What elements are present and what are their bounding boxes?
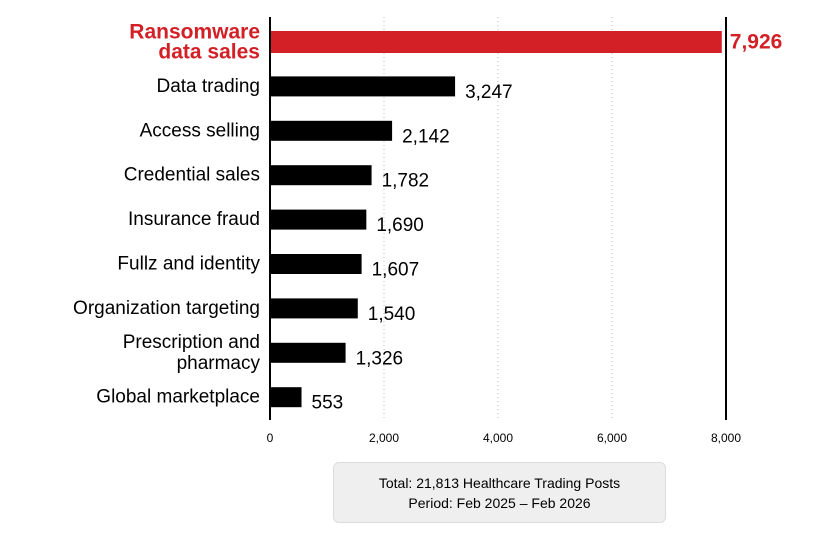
bar-0 — [270, 31, 722, 53]
value-label-6: 1,540 — [368, 304, 416, 325]
x-tick-label-0: 0 — [267, 431, 274, 445]
value-label-8: 553 — [312, 393, 344, 414]
x-tick-label-2000: 2,000 — [369, 431, 399, 445]
value-label-4: 1,690 — [376, 215, 424, 236]
bar-4 — [270, 209, 367, 230]
summary-period: Period: Feb 2025 – Feb 2026 — [408, 494, 591, 511]
x-tick-label-6000: 6,000 — [597, 431, 627, 445]
category-label-0: Ransomware data sales — [129, 21, 260, 64]
value-label-3: 1,782 — [382, 171, 430, 192]
value-label-7: 1,326 — [356, 348, 404, 369]
category-label-3: Credential sales — [124, 165, 260, 186]
category-label-7: Prescription and pharmacy — [123, 332, 261, 374]
category-label-4: Insurance fraud — [128, 209, 260, 230]
bar-6 — [270, 298, 358, 319]
value-label-0: 7,926 — [730, 31, 783, 54]
category-label-2: Access selling — [140, 120, 260, 141]
bar-1 — [270, 76, 456, 97]
bar-3 — [270, 165, 372, 186]
value-label-2: 2,142 — [402, 126, 450, 147]
bar-8 — [270, 387, 302, 408]
category-label-1: Data trading — [156, 76, 260, 97]
value-label-1: 3,247 — [465, 82, 513, 103]
x-tick-label-4000: 4,000 — [483, 431, 513, 445]
value-label-5: 1,607 — [372, 260, 420, 281]
category-label-8: Global marketplace — [96, 387, 260, 408]
x-tick-label-8000: 8,000 — [711, 431, 741, 445]
category-label-5: Fullz and identity — [117, 254, 260, 275]
summary-box: Total: 21,813 Healthcare Trading Posts P… — [333, 462, 666, 523]
category-label-6: Organization targeting — [73, 298, 260, 319]
bar-5 — [270, 254, 362, 274]
bar-2 — [270, 120, 393, 141]
summary-total: Total: 21,813 Healthcare Trading Posts — [378, 474, 621, 491]
bar-chart: Ransomware data sales 7,926 Data trading 3,2… — [73, 17, 783, 445]
bar-7 — [270, 342, 346, 363]
